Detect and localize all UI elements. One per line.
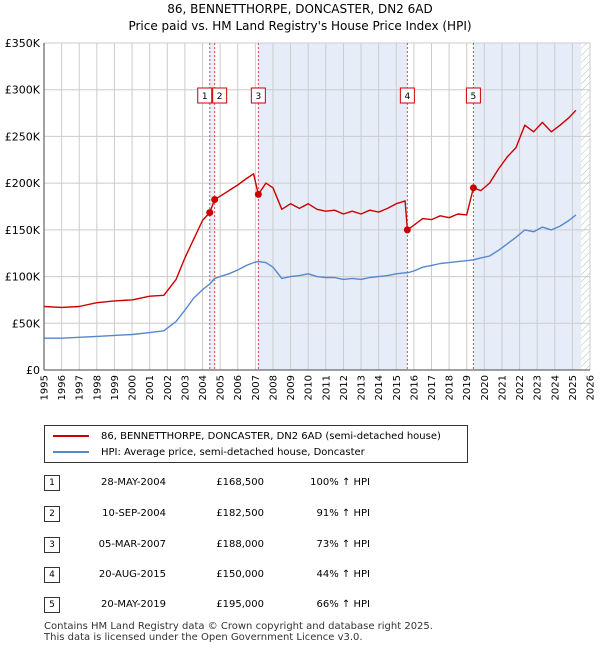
sale-hpi-change: 100% ↑ HPI — [310, 477, 370, 488]
x-tick-label: 2000 — [128, 375, 139, 400]
sale-date: 10-SEP-2004 — [102, 508, 166, 519]
y-tick-label: £300K — [5, 84, 41, 97]
x-tick-label: 1998 — [92, 375, 103, 400]
x-tick-label: 2022 — [515, 375, 526, 400]
x-tick-label: 2001 — [145, 375, 156, 400]
sale-date: 20-MAY-2019 — [100, 599, 166, 610]
x-tick-label: 2018 — [445, 375, 456, 400]
chart-title: 86, BENNETTHORPE, DONCASTER, DN2 6AD — [167, 2, 433, 16]
sale-row: 3 05-MAR-2007 £188,000 73% ↑ HPI — [0, 537, 600, 557]
x-tick-label: 2020 — [480, 375, 491, 400]
x-tick-label: 2009 — [286, 375, 297, 400]
sale-date: 28-MAY-2004 — [100, 477, 166, 488]
series-property-line — [43, 109, 577, 309]
x-tick-label: 2025 — [568, 375, 579, 400]
legend-item-property: 86, BENNETTHORPE, DONCASTER, DN2 6AD (se… — [53, 428, 441, 444]
y-tick-label: £50K — [12, 317, 41, 330]
x-tick-label: 2004 — [198, 375, 209, 400]
x-tick-label: 2008 — [268, 375, 279, 400]
legend-swatch-property — [53, 435, 89, 437]
sale-hpi-change: 91% ↑ HPI — [316, 508, 370, 519]
sale-hpi-change: 66% ↑ HPI — [316, 599, 370, 610]
sale-row: 2 10-SEP-2004 £182,500 91% ↑ HPI — [0, 506, 600, 526]
x-tick-label: 2021 — [497, 375, 508, 400]
sale-marker-label: 3 — [255, 92, 261, 102]
x-tick-label: 1996 — [57, 375, 68, 400]
sale-number-badge: 5 — [44, 597, 60, 613]
x-tick-label: 2011 — [321, 375, 332, 400]
y-tick-label: £150K — [5, 224, 41, 237]
x-tick-label: 2014 — [374, 375, 385, 400]
x-tick-label: 2026 — [586, 375, 597, 400]
sale-marker-box — [250, 87, 266, 104]
sale-date: 20-AUG-2015 — [98, 569, 166, 580]
legend-label-property: 86, BENNETTHORPE, DONCASTER, DN2 6AD (se… — [101, 430, 441, 442]
x-tick-label: 2017 — [427, 375, 438, 400]
x-tick-label: 2016 — [409, 375, 420, 400]
x-tick-label: 2013 — [357, 375, 368, 400]
legend-swatch-hpi — [53, 451, 89, 453]
sale-row: 4 20-AUG-2015 £150,000 44% ↑ HPI — [0, 567, 600, 587]
x-tick-label: 2006 — [233, 375, 244, 400]
legend: 86, BENNETTHORPE, DONCASTER, DN2 6AD (se… — [44, 425, 468, 463]
footer-copyright: Contains HM Land Registry data © Crown c… — [44, 621, 433, 632]
sale-number-badge: 1 — [44, 475, 60, 491]
sale-marker — [206, 209, 214, 217]
footer-attribution: Contains HM Land Registry data © Crown c… — [44, 621, 433, 643]
x-tick-label: 2002 — [163, 375, 174, 400]
x-tick-label: 1997 — [75, 375, 86, 400]
y-tick-label: £100K — [5, 271, 41, 284]
x-tick-label: 1999 — [110, 375, 121, 400]
sale-marker — [403, 226, 411, 234]
sale-hpi-change: 44% ↑ HPI — [316, 569, 370, 580]
sale-price: £168,500 — [216, 477, 264, 488]
sale-marker-box — [197, 87, 213, 104]
y-tick-label: £250K — [5, 130, 41, 143]
legend-label-hpi: HPI: Average price, semi-detached house,… — [101, 446, 365, 458]
sale-marker-label: 4 — [404, 92, 410, 102]
sale-marker-box — [399, 87, 415, 104]
series-hpi-line — [44, 214, 577, 339]
y-tick-label: £350K — [5, 37, 41, 50]
x-tick-label: 2010 — [304, 375, 315, 400]
x-tick-label: 2019 — [462, 375, 473, 400]
x-tick-label: 2012 — [339, 375, 350, 400]
sale-row: 1 28-MAY-2004 £168,500 100% ↑ HPI — [0, 475, 600, 495]
footer-licence: This data is licensed under the Open Gov… — [44, 632, 363, 643]
sale-row: 5 20-MAY-2019 £195,000 66% ↑ HPI — [0, 597, 600, 617]
y-tick-label: £0 — [26, 364, 40, 377]
shaded-region — [473, 43, 582, 370]
sale-marker-label: 5 — [471, 92, 477, 102]
x-tick-label: 1995 — [40, 375, 51, 400]
x-tick-label: 2015 — [392, 375, 403, 400]
x-tick-label: 2005 — [216, 375, 227, 400]
sale-marker-label: 1 — [202, 92, 208, 102]
sale-marker — [469, 184, 477, 192]
sale-marker-box — [465, 87, 481, 104]
x-tick-label: 2007 — [251, 375, 262, 400]
sale-marker — [254, 190, 262, 198]
y-tick-label: £200K — [5, 177, 41, 190]
sale-date: 05-MAR-2007 — [98, 539, 166, 550]
chart-subtitle: Price paid vs. HM Land Registry's House … — [128, 19, 472, 33]
sale-marker-label: 2 — [217, 92, 223, 102]
sale-price: £182,500 — [216, 508, 264, 519]
sale-marker — [211, 195, 219, 203]
legend-item-hpi: HPI: Average price, semi-detached house,… — [53, 444, 365, 460]
x-tick-label: 2023 — [533, 375, 544, 400]
x-tick-label: 2003 — [180, 375, 191, 400]
sale-number-badge: 3 — [44, 537, 60, 553]
sale-price: £188,000 — [216, 539, 264, 550]
sale-price: £150,000 — [216, 569, 264, 580]
sale-hpi-change: 73% ↑ HPI — [316, 539, 370, 550]
sale-marker-box — [212, 87, 228, 104]
sale-number-badge: 4 — [44, 567, 60, 583]
forecast-hatch — [581, 43, 590, 370]
shaded-region — [258, 43, 408, 370]
x-tick-label: 2024 — [550, 375, 561, 400]
sale-number-badge: 2 — [44, 506, 60, 522]
sale-price: £195,000 — [216, 599, 264, 610]
